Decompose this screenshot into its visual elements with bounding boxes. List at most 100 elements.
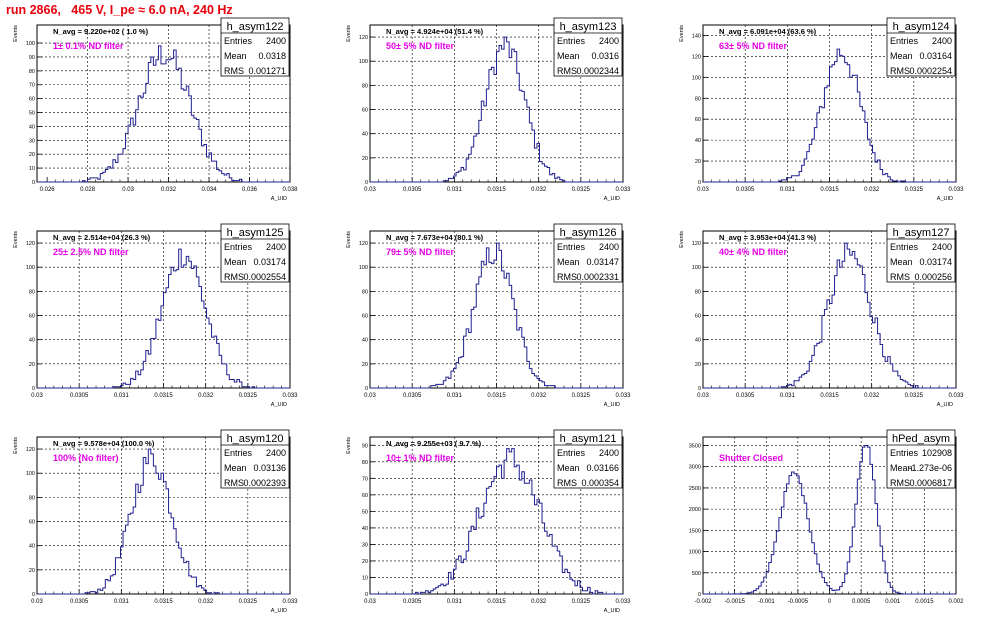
x-tick-label: 0.032 [531,599,547,605]
stats-key-rms: RMS [557,272,577,282]
y-tick-label: 100 [26,471,35,477]
x-tick-label: 0.03 [364,599,376,605]
navg-label: N_avg = 7.673e+04 (80.1 %) [386,233,484,242]
stats-value-mean: 0.03136 [253,463,286,473]
y-axis-label: Events [13,231,19,248]
navg-label: N_avg = 2.514e+04 (26.3 %) [53,233,151,242]
stats-value-mean: 0.0318 [258,51,286,61]
stats-key-entries: Entries [890,242,919,252]
histogram-panel-h_asym120: 0.03 0.0305 0.031 0.0315 0.032 0.0325 0.033 0 20… [13,429,298,614]
stats-value-rms: 0.0006817 [909,478,952,488]
y-tick-label: 80 [695,96,701,102]
y-tick-label: 60 [29,97,35,103]
y-tick-label: 80 [362,460,368,466]
histogram-curve-h_asym123 [370,36,623,183]
x-tick-label: 0.031 [114,393,130,399]
stats-value-entries: 2400 [266,448,286,458]
x-tick-label: 0.03 [31,393,43,399]
x-tick-label: 0.0015 [915,599,934,605]
stats-value-rms: 0.0002554 [243,272,286,282]
histogram-curve-h_asym122 [37,45,290,183]
y-tick-label: 0 [32,592,35,598]
x-tick-label: 0.031 [114,599,130,605]
stats-title: h_asym120 [227,433,284,445]
navg-label: N_avg = 9.220e+02 ( 1.0 %) [53,27,149,36]
x-axis-label: A_UID [271,196,287,202]
stats-box [886,429,956,489]
y-tick-label: 0 [365,592,368,598]
filter-annotation: 40± 4% ND filter [719,247,787,257]
stats-key-rms: RMS [890,66,910,76]
stats-value-entries: 2400 [932,36,952,46]
x-tick-label: 0.0005 [852,599,871,605]
x-tick-label: 0 [828,599,832,605]
x-tick-label: 0.038 [282,187,298,193]
x-tick-label: 0.032 [198,599,214,605]
stats-title: hPed_asym [892,433,950,445]
y-tick-label: 80 [362,289,368,295]
y-tick-label: 60 [695,314,701,320]
stats-key-mean: Mean [890,257,913,267]
y-tick-label: 40 [695,138,701,144]
y-tick-label: 60 [695,117,701,123]
histogram-curve-h_asym124 [703,48,956,183]
stats-title: h_asym124 [893,21,950,33]
y-tick-label: 120 [26,241,35,247]
x-tick-label: 0.0305 [70,599,89,605]
y-tick-label: 20 [695,159,701,165]
stats-box [220,223,290,283]
stats-value-mean: 0.03166 [586,463,619,473]
x-tick-label: 0.0325 [572,393,591,399]
histogram-curve-h_asym120 [37,448,290,595]
filter-annotation: 100% (No filter) [53,453,119,463]
histogram-panel-hPed_asym: -0.002 -0.0015 -0.001 -0.0005 0 0.0005 0.001 0.… [689,429,964,605]
y-tick-label: 80 [29,289,35,295]
histogram-curve-h_asym121 [370,448,623,595]
y-tick-label: 20 [362,559,368,565]
y-tick-label: 0 [365,386,368,392]
stats-key-entries: Entries [557,448,586,458]
y-tick-label: 0 [365,180,368,186]
y-tick-label: 100 [359,59,368,65]
x-tick-label: 0.0305 [736,393,755,399]
histogram-panel-h_asym126: 0.03 0.0305 0.031 0.0315 0.032 0.0325 0.033 0 20… [346,223,631,408]
x-tick-label: -0.002 [694,599,712,605]
filter-annotation: 10± 1% ND filter [386,453,454,463]
x-tick-label: 0.032 [864,187,880,193]
stats-box [220,429,290,489]
stats-title: h_asym127 [893,227,950,239]
x-tick-label: 0.0315 [487,599,506,605]
y-tick-label: 500 [692,571,701,577]
histogram-panel-h_asym127: 0.03 0.0305 0.031 0.0315 0.032 0.0325 0.033 0 20… [679,223,964,408]
y-tick-label: 140 [692,33,701,39]
y-tick-label: 30 [29,138,35,144]
x-tick-label: 0.028 [80,187,96,193]
y-tick-label: 0 [698,592,701,598]
y-tick-label: 40 [29,124,35,130]
y-tick-label: 80 [695,289,701,295]
stats-key-entries: Entries [557,242,586,252]
y-tick-label: 100 [692,75,701,81]
stats-key-entries: Entries [224,242,253,252]
stats-key-mean: Mean [890,51,913,61]
stats-box [553,223,623,283]
y-tick-label: 30 [362,542,368,548]
stats-value-entries: 2400 [599,36,619,46]
stats-value-mean: 0.03164 [919,51,952,61]
histogram-curve-h_asym126 [370,242,623,389]
y-tick-label: 10 [29,166,35,172]
y-tick-label: 70 [362,476,368,482]
y-tick-label: 60 [29,520,35,526]
stats-value-rms: 0.0002344 [576,66,619,76]
x-tick-label: 0.0325 [572,187,591,193]
y-tick-label: 20 [695,362,701,368]
x-tick-label: 0.0315 [487,393,506,399]
stats-box [553,17,623,77]
y-tick-label: 0 [32,386,35,392]
x-tick-label: 0.0305 [403,393,422,399]
histogram-panel-h_asym123: 0.03 0.0305 0.031 0.0315 0.032 0.0325 0.033 0 20… [346,17,631,202]
x-axis-label: A_UID [604,402,620,408]
y-axis-label: Events [13,437,19,454]
y-tick-label: 40 [29,544,35,550]
x-tick-label: 0.033 [948,393,964,399]
